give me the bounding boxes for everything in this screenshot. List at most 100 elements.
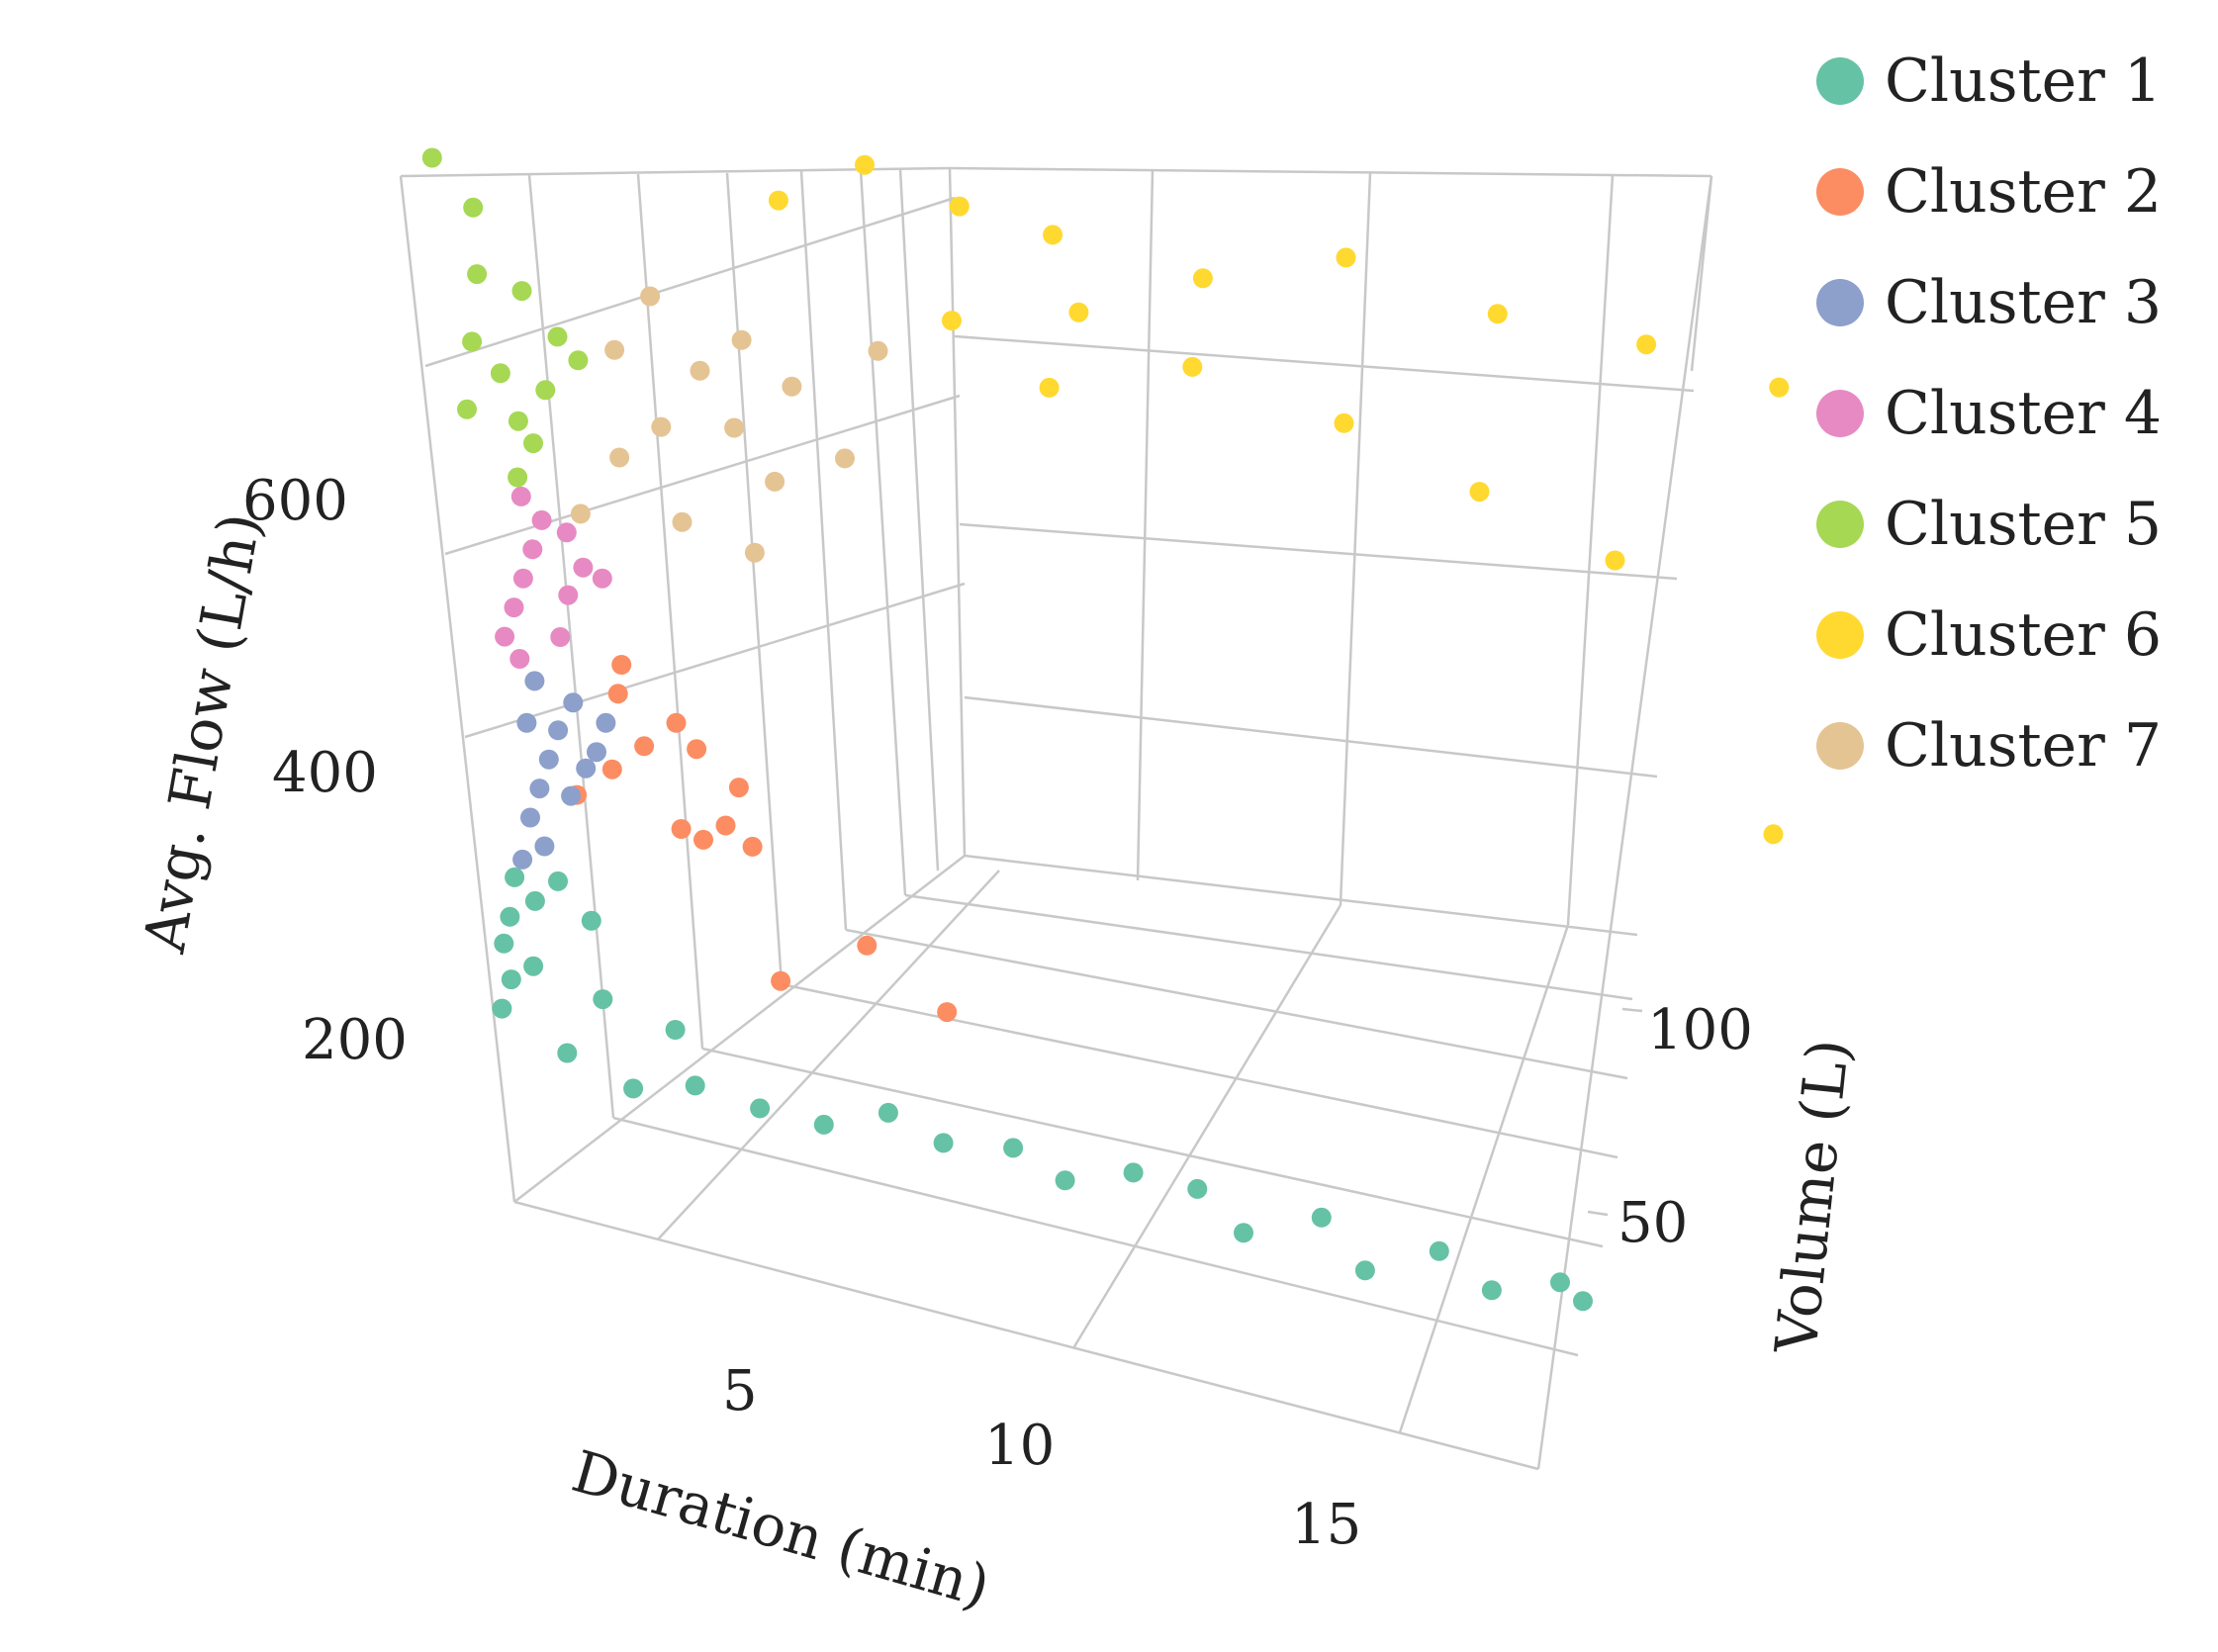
point-cluster-7-6 — [782, 376, 802, 397]
point-cluster-1-9 — [813, 1114, 834, 1135]
point-cluster-6-12 — [1334, 413, 1354, 433]
point-cluster-4-2 — [504, 597, 524, 618]
point-cluster-2-12 — [937, 1002, 958, 1023]
legend-marker-5 — [1816, 501, 1864, 548]
point-cluster-1-8 — [750, 1098, 771, 1119]
point-cluster-1-4 — [523, 956, 544, 976]
point-cluster-1-1 — [492, 998, 512, 1019]
legend-label-7: Cluster 7 — [1885, 711, 2162, 780]
legend-marker-2 — [1816, 168, 1864, 216]
point-cluster-6-8 — [1636, 334, 1657, 355]
point-cluster-3-10 — [534, 836, 555, 857]
point-cluster-1-2 — [494, 933, 514, 954]
legend-marker-1 — [1816, 57, 1864, 105]
point-cluster-5-3 — [467, 264, 488, 285]
point-cluster-5-1 — [457, 399, 477, 419]
legend-label-4: Cluster 4 — [1885, 379, 2162, 448]
point-cluster-2-9 — [687, 739, 707, 760]
point-cluster-5-7 — [535, 380, 556, 401]
point-cluster-6-6 — [1336, 247, 1356, 268]
point-cluster-2-15 — [607, 684, 628, 704]
point-cluster-6-3 — [949, 196, 970, 217]
z-tick-400: 400 — [272, 741, 378, 805]
point-cluster-6-4 — [1043, 225, 1063, 245]
point-cluster-2-8 — [611, 655, 632, 675]
point-cluster-1-5 — [557, 1043, 578, 1063]
point-cluster-2-11 — [857, 935, 878, 956]
point-cluster-7-3 — [651, 416, 672, 437]
point-cluster-1-3 — [500, 906, 520, 927]
axes-grid — [399, 166, 1713, 1471]
point-cluster-1-28 — [548, 871, 568, 891]
point-cluster-5-10 — [421, 147, 442, 168]
point-cluster-1-25 — [593, 989, 613, 1010]
point-cluster-2-3 — [634, 736, 655, 757]
z-axis-title: Avg. Flow (L/h) — [131, 508, 274, 959]
point-cluster-1-23 — [505, 867, 525, 887]
point-cluster-6-17 — [1068, 302, 1089, 322]
point-cluster-3-5 — [548, 720, 569, 741]
point-cluster-3-9 — [516, 712, 537, 733]
legend-label-6: Cluster 6 — [1885, 600, 2162, 670]
x-axis-title: Duration (min) — [565, 1437, 997, 1620]
point-cluster-1-15 — [1187, 1178, 1208, 1199]
point-cluster-4-8 — [510, 486, 531, 506]
point-cluster-2-10 — [771, 970, 791, 991]
point-cluster-2-6 — [671, 819, 692, 839]
point-cluster-1-10 — [878, 1102, 898, 1123]
y-axis-title: Volume (L) — [1762, 1036, 1862, 1357]
point-cluster-1-7 — [685, 1075, 705, 1096]
legend-marker-6 — [1816, 611, 1864, 659]
point-cluster-1-17 — [1311, 1207, 1332, 1228]
point-cluster-7-7 — [835, 448, 855, 469]
point-cluster-6-13 — [1469, 482, 1490, 503]
point-cluster-4-10 — [550, 627, 571, 647]
point-cluster-6-1 — [768, 190, 788, 211]
point-cluster-7-14 — [765, 471, 786, 492]
legend-label-2: Cluster 2 — [1885, 157, 2162, 227]
point-cluster-1-29 — [581, 910, 601, 931]
point-cluster-3-7 — [587, 742, 606, 763]
point-cluster-5-12 — [568, 350, 589, 371]
point-cluster-1-13 — [1055, 1170, 1075, 1191]
point-cluster-1-14 — [1123, 1162, 1144, 1183]
point-cluster-1-24 — [524, 890, 545, 911]
point-cluster-1-18 — [1354, 1260, 1375, 1281]
point-cluster-3-2 — [520, 807, 540, 828]
point-cluster-6-14 — [1605, 550, 1625, 571]
point-cluster-1-21 — [1550, 1272, 1570, 1293]
x-tick-15: 15 — [1291, 1493, 1361, 1557]
point-cluster-7-2 — [609, 447, 630, 468]
point-cluster-1-20 — [1481, 1280, 1502, 1301]
point-cluster-3-8 — [524, 671, 545, 691]
point-cluster-7-1 — [570, 504, 591, 524]
point-cluster-4-4 — [522, 539, 543, 560]
point-cluster-4-3 — [512, 568, 533, 589]
point-cluster-6-15 — [1763, 824, 1784, 845]
point-cluster-3-11 — [561, 785, 582, 806]
point-cluster-7-12 — [868, 340, 888, 361]
point-cluster-2-2 — [601, 759, 622, 780]
point-cluster-2-5 — [715, 815, 736, 836]
point-cluster-3-13 — [596, 712, 616, 733]
point-cluster-3-1 — [512, 849, 533, 870]
point-cluster-7-10 — [604, 339, 625, 360]
point-cluster-7-13 — [640, 286, 661, 307]
legend-label-3: Cluster 3 — [1885, 268, 2162, 337]
point-cluster-6-2 — [855, 154, 875, 175]
point-cluster-6-10 — [1039, 377, 1060, 398]
point-cluster-3-3 — [529, 779, 550, 799]
point-cluster-2-14 — [693, 829, 713, 850]
legend-label-1: Cluster 1 — [1885, 46, 2162, 116]
point-cluster-3-4 — [538, 749, 559, 770]
point-cluster-5-9 — [463, 197, 484, 218]
legend-marker-3 — [1816, 279, 1864, 326]
point-cluster-2-13 — [742, 836, 763, 857]
point-cluster-3-12 — [576, 758, 597, 779]
point-cluster-1-22 — [1573, 1291, 1593, 1312]
point-cluster-4-12 — [556, 522, 577, 543]
legend-label-5: Cluster 5 — [1885, 490, 2162, 559]
point-cluster-1-26 — [665, 1020, 686, 1040]
point-cluster-6-5 — [1192, 268, 1213, 289]
